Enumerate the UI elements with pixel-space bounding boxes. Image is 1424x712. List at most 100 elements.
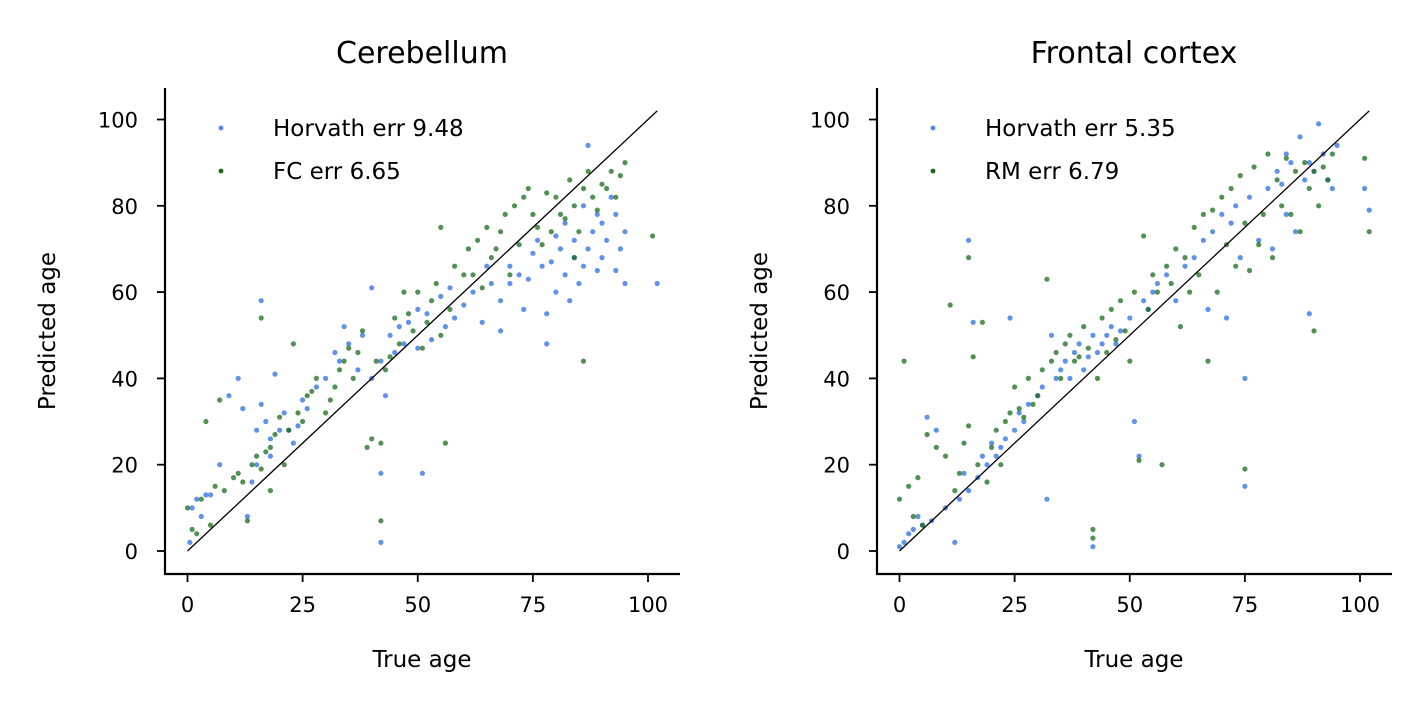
data-point-horvath [952, 539, 958, 546]
data-point-horvath [258, 298, 264, 304]
data-point-other [217, 397, 223, 403]
data-point-horvath [442, 324, 448, 330]
data-point-horvath [272, 371, 278, 377]
data-point-other [580, 358, 587, 364]
data-point-other [1306, 185, 1312, 192]
data-point-horvath [544, 311, 550, 317]
data-point-other [1242, 220, 1248, 226]
data-point-other [1292, 168, 1299, 174]
data-point-other [461, 272, 467, 278]
data-point-horvath [488, 280, 494, 287]
data-point-other [1131, 289, 1137, 295]
data-point-horvath [1242, 375, 1248, 381]
data-point-other [1090, 535, 1096, 541]
data-point-other [1279, 203, 1285, 209]
data-point-other [373, 358, 379, 364]
data-point-other [1196, 272, 1202, 278]
data-point-horvath [479, 319, 485, 325]
data-point-horvath [1223, 315, 1230, 321]
data-point-horvath [341, 324, 347, 330]
y-tick-label: 100 [98, 109, 138, 133]
data-point-horvath [1219, 211, 1225, 217]
legend-label-horvath: Horvath err 5.35 [985, 116, 1176, 142]
data-point-other [410, 328, 416, 334]
data-point-other [438, 224, 444, 230]
data-point-horvath [1025, 401, 1031, 407]
data-point-horvath [1329, 185, 1335, 192]
data-point-other [562, 216, 568, 222]
data-point-horvath [1012, 427, 1018, 433]
data-point-other [488, 255, 494, 261]
data-point-horvath [910, 526, 916, 533]
data-point-horvath [525, 276, 531, 282]
data-point-horvath [961, 470, 967, 476]
data-point-other [915, 475, 921, 481]
legend-label-horvath: Horvath err 9.48 [273, 116, 464, 142]
data-point-horvath [1283, 151, 1289, 157]
data-point-horvath [548, 259, 554, 265]
data-point-other [346, 345, 352, 351]
data-point-other [1090, 526, 1096, 533]
data-point-horvath [1058, 367, 1064, 373]
data-point-other [1251, 164, 1257, 170]
x-axis-label: True age [371, 647, 471, 673]
data-point-other [966, 423, 972, 429]
data-point-other [336, 367, 343, 373]
y-tick-label: 80 [823, 195, 850, 219]
data-point-other [1246, 267, 1253, 274]
data-point-horvath [470, 289, 476, 295]
data-point-horvath [604, 237, 610, 243]
data-point-other [1104, 349, 1110, 356]
data-point-horvath [1150, 289, 1156, 295]
data-point-other [1136, 457, 1142, 463]
data-point-horvath [382, 393, 389, 399]
data-point-horvath [235, 375, 241, 381]
data-point-horvath [516, 272, 522, 278]
x-axis-label: True age [1083, 647, 1183, 673]
data-point-horvath [1044, 496, 1050, 502]
data-point-other [1117, 298, 1124, 304]
data-point-horvath [553, 233, 559, 239]
data-point-other [1274, 177, 1280, 183]
data-point-other [392, 315, 398, 321]
data-point-other [956, 470, 963, 476]
data-point-other [622, 160, 628, 166]
data-point-horvath [378, 539, 384, 546]
data-point-other [1265, 151, 1271, 157]
y-ticks: 0 20 40 60 80 100 [98, 109, 165, 564]
data-point-horvath [1076, 341, 1082, 347]
data-point-horvath [1366, 207, 1372, 213]
data-point-horvath [1306, 160, 1312, 166]
data-point-horvath [203, 492, 209, 498]
legend-item-fc: FC err 6.65 [218, 159, 401, 185]
data-point-other [447, 306, 453, 312]
data-point-horvath [277, 427, 283, 433]
y-tick-label: 40 [823, 367, 850, 391]
data-point-horvath [1191, 255, 1197, 261]
data-point-other [1200, 211, 1206, 217]
data-point-horvath [539, 263, 545, 269]
data-point-other [1099, 315, 1105, 321]
data-point-other [919, 522, 926, 528]
data-point-other [1021, 414, 1027, 420]
data-point-horvath [1154, 280, 1160, 287]
x-tick-label: 100 [628, 593, 668, 617]
data-point-horvath [906, 531, 912, 537]
data-point-horvath [507, 263, 513, 269]
data-point-horvath [295, 423, 301, 429]
data-point-other [1007, 410, 1013, 416]
data-point-horvath [993, 453, 999, 459]
legend-marker-fc [218, 168, 224, 174]
data-point-other [502, 211, 508, 217]
data-point-horvath [989, 440, 995, 446]
data-point-other [267, 488, 273, 494]
y-axis-label: Predicted age [35, 252, 61, 410]
data-point-horvath [1164, 272, 1170, 278]
data-point-horvath [1002, 436, 1009, 442]
data-point-other [258, 466, 264, 472]
data-point-other [952, 488, 958, 494]
data-point-other [281, 462, 287, 468]
data-point-other [1173, 246, 1179, 252]
data-point-horvath [240, 406, 246, 412]
